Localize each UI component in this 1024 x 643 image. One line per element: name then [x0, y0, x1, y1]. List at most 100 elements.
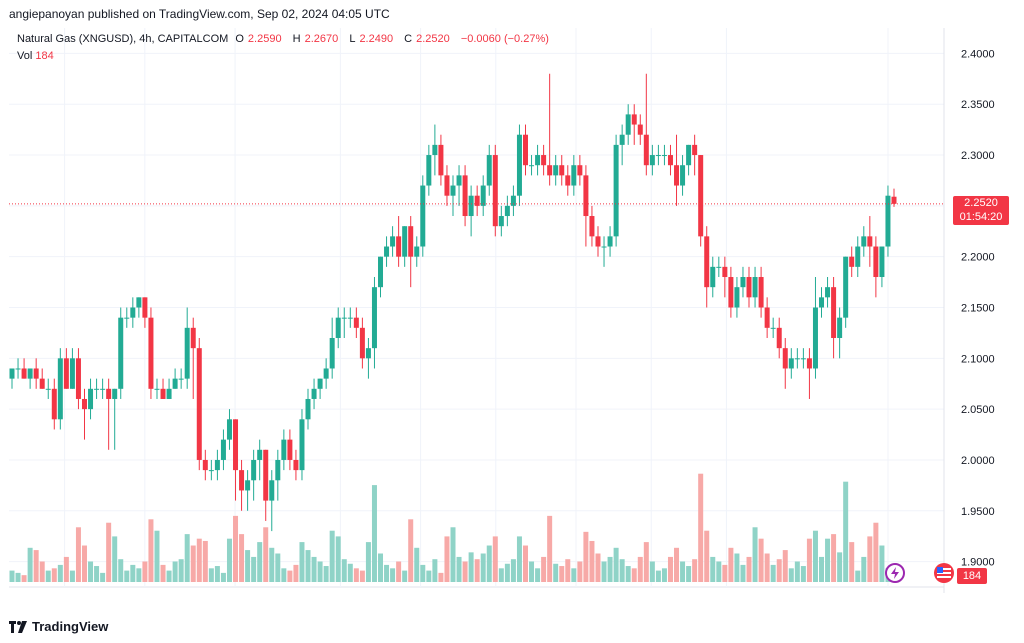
volume-bar: [208, 568, 214, 582]
current-price: 2.2520: [964, 197, 998, 209]
symbol-title[interactable]: Natural Gas (XNGUSD), 4h, CAPITALCOM: [17, 33, 229, 45]
volume-bar: [45, 570, 51, 582]
candle-body: [190, 327, 196, 349]
volume-bar: [716, 561, 722, 582]
volume-label: Vol: [17, 50, 33, 62]
x-tick-label: 19: [490, 592, 502, 593]
candle-body: [541, 155, 547, 166]
volume-bar: [504, 563, 510, 582]
volume-bar: [583, 531, 589, 582]
candle-body: [9, 368, 15, 379]
tradingview-logo[interactable]: TradingView: [9, 619, 108, 634]
candle-body: [148, 317, 154, 389]
volume-bar: [541, 556, 547, 582]
candle-body: [462, 175, 468, 217]
candle-body: [474, 195, 480, 206]
volume-bar: [867, 536, 873, 582]
candle-body: [649, 155, 655, 166]
volume-bar: [746, 556, 752, 582]
brand-name: TradingView: [32, 619, 109, 634]
candle-body: [63, 358, 69, 389]
volume-bar: [323, 566, 329, 582]
candle-body: [118, 317, 124, 389]
volume-bar: [770, 564, 776, 582]
candle-body: [136, 297, 142, 308]
candle-body: [535, 155, 541, 166]
candle-body: [335, 317, 341, 338]
volume-bar: [142, 561, 148, 582]
candle-body: [770, 327, 776, 329]
volume-bar: [734, 553, 740, 582]
symbol-legend: Natural Gas (XNGUSD), 4h, CAPITALCOM O 2.…: [17, 33, 553, 45]
candle-body: [855, 246, 861, 267]
candle-body: [486, 155, 492, 186]
candle-body: [746, 277, 752, 298]
candle-body: [631, 114, 637, 125]
candle-body: [27, 368, 33, 379]
candle-body: [402, 226, 408, 257]
candle-body: [728, 277, 734, 308]
volume-bar: [553, 563, 559, 582]
candle-body: [492, 155, 498, 227]
candle-body: [245, 480, 251, 491]
candle-body: [214, 459, 220, 471]
volume-bar: [728, 547, 734, 582]
candle-body: [347, 317, 353, 319]
candle-body: [819, 297, 825, 308]
candle-body: [794, 358, 800, 360]
volume-bar: [788, 568, 794, 582]
volume-bar: [516, 536, 522, 582]
volume-bar: [69, 570, 75, 582]
candle-body: [269, 480, 275, 501]
y-tick-label: 2.3000: [961, 150, 995, 162]
volume-bar: [317, 561, 323, 582]
price-chart[interactable]: 2.40002.35002.30002.25002.20002.15002.10…: [9, 28, 1017, 593]
candle-body: [812, 307, 818, 369]
ohlc-low: L 2.2490: [349, 33, 394, 45]
candle-body: [196, 348, 202, 460]
candle-body: [601, 246, 607, 248]
flash-icon[interactable]: [885, 563, 905, 583]
volume-bar: [547, 515, 553, 582]
volume-bar: [214, 566, 220, 582]
candle-body: [359, 327, 365, 359]
candle-body: [710, 266, 716, 288]
volume-bar: [335, 536, 341, 582]
candle-body: [438, 144, 444, 176]
candle-body: [396, 236, 402, 257]
volume-bar: [118, 559, 124, 582]
candle-body: [782, 348, 788, 369]
x-tick-label: 14:00: [407, 592, 435, 593]
volume-bar: [63, 556, 69, 582]
publisher-info: angiepanoyan published on TradingView.co…: [9, 7, 390, 21]
candle-body: [450, 185, 456, 196]
volume-bar: [806, 538, 812, 582]
volume-bar: [166, 570, 172, 582]
candle-body: [15, 368, 21, 370]
volume-bar: [843, 481, 849, 582]
ohlc-open: O 2.2590: [235, 33, 282, 45]
volume-bar: [124, 570, 130, 582]
volume-bar: [740, 564, 746, 582]
volume-bar: [529, 561, 535, 582]
volume-bar: [33, 550, 39, 582]
volume-bar: [190, 545, 196, 582]
candle-body: [861, 236, 867, 247]
candle-body: [390, 236, 396, 247]
volume-bar: [21, 575, 27, 582]
candle-body: [529, 165, 535, 167]
volume-bar: [674, 547, 680, 582]
volume-value: 184: [35, 50, 54, 62]
candle-body: [698, 155, 704, 237]
candle-body: [613, 144, 619, 237]
volume-bar: [571, 568, 577, 582]
candle-body: [758, 277, 764, 308]
flag-icon[interactable]: [934, 563, 954, 583]
candle-body: [281, 439, 287, 460]
candle-body: [661, 155, 667, 157]
candle-body: [625, 114, 631, 135]
candle-body: [251, 459, 257, 481]
volume-bar: [438, 572, 444, 582]
volume-bar: [595, 553, 601, 582]
candle-body: [257, 449, 263, 460]
